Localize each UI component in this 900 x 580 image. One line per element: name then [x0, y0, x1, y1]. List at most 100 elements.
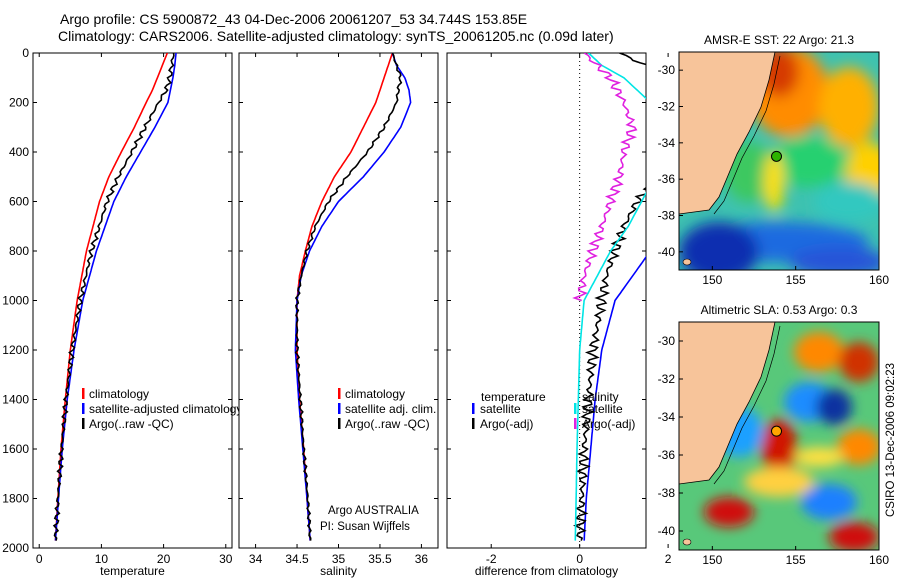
- legend-swatch: [472, 418, 475, 429]
- heatmap-blob: [679, 222, 759, 270]
- y-tick-label: 200: [9, 96, 29, 110]
- legend-header: temperature: [481, 390, 546, 404]
- y-tick-label: -32: [658, 372, 676, 386]
- y-tick-label: 1200: [2, 343, 29, 357]
- sla-map-panel: 150 155 160 -30 -32 -34 -36 -38 -40 Altimetric SL…: [658, 303, 890, 567]
- legend-entry: climatology: [345, 387, 405, 401]
- series-line: [54, 53, 169, 541]
- heatmap-blob: [794, 447, 844, 467]
- main-title-line-2: Climatology: CARS2006. Satellite-adjuste…: [58, 28, 614, 44]
- heatmap-blobs: [679, 52, 879, 270]
- legend-entry: Argo(-adj): [582, 417, 635, 431]
- profile-panel-2: 34 34.5 35 35.5 36 salinity climatologysatelli…: [238, 52, 439, 578]
- x-tick-label: 20: [157, 552, 171, 566]
- heatmap-blob: [794, 332, 844, 372]
- map-title: AMSR-E SST: 22 Argo: 21.3: [704, 33, 854, 47]
- y-tick-label: -32: [658, 100, 676, 114]
- plot-frame: [446, 52, 647, 549]
- heatmap-blob: [769, 137, 849, 187]
- legend-entry: satellite adj. clim.: [345, 402, 436, 416]
- heatmap-blob: [819, 67, 879, 147]
- land-mass: [679, 322, 776, 485]
- legend-entry: Argo(-adj): [480, 417, 533, 431]
- x-tick-label: -2: [486, 552, 497, 566]
- legend-entry: satellite-adjusted climatology: [89, 402, 242, 416]
- x-tick-label: 10: [95, 552, 109, 566]
- series-line: [572, 53, 646, 541]
- plot-frame: [32, 52, 233, 549]
- legend-entry: climatology: [89, 387, 149, 401]
- x-axis-label: temperature: [100, 564, 165, 578]
- x-axis-label: salinity: [320, 564, 357, 578]
- x-tick-label: 2: [665, 552, 672, 566]
- legend-swatch: [82, 403, 85, 414]
- heatmap-blob: [764, 152, 784, 212]
- heatmap-field: [679, 52, 879, 270]
- y-tick-label: -34: [658, 136, 676, 150]
- legend-swatch: [338, 403, 341, 414]
- heatmap-blob: [761, 419, 797, 475]
- heatmap-blob: [837, 429, 879, 465]
- main-title-line-1: Argo profile: CS 5900872_43 04-Dec-2006 …: [60, 11, 528, 27]
- x-tick-label: 160: [869, 273, 889, 287]
- heatmap-blob: [724, 142, 774, 202]
- legend-swatch: [574, 418, 577, 429]
- y-tick-label: 0: [22, 46, 29, 60]
- island: [682, 258, 692, 266]
- y-tick-label: 1800: [2, 492, 29, 506]
- profile-panel-3: -2 0 2 difference from climatology temperatu…: [446, 52, 672, 578]
- x-tick-label: 155: [786, 273, 806, 287]
- heatmap-blob: [816, 389, 852, 425]
- series-line: [572, 53, 638, 302]
- land-mass: [679, 52, 776, 215]
- series-line: [583, 255, 646, 541]
- legend-swatch: [472, 403, 475, 414]
- maps-layer: 150 155 160 -30 -32 -34 -36 -38 -40 AMSR-E SST: 2…: [658, 33, 890, 567]
- x-tick-label: 30: [219, 552, 233, 566]
- map-frame: [678, 321, 880, 551]
- island: [682, 538, 692, 546]
- y-tick-label: 400: [9, 145, 29, 159]
- y-tick-label: 2000: [2, 541, 29, 555]
- series-line: [574, 53, 646, 541]
- y-tick-label: -34: [658, 410, 676, 424]
- map-frame: [678, 51, 880, 271]
- y-tick-label: -36: [658, 448, 676, 462]
- heatmap-blob: [814, 182, 879, 222]
- x-tick-label: 160: [869, 553, 889, 567]
- y-tick-label: 800: [9, 244, 29, 258]
- y-tick-label: 1400: [2, 393, 29, 407]
- heatmap-blobs: [704, 332, 879, 550]
- y-tick-label: -30: [658, 63, 676, 77]
- legend-entry: satellite: [480, 402, 521, 416]
- plot-frame: [238, 52, 439, 549]
- heatmap-blob: [801, 484, 857, 520]
- x-axis-label: difference from climatology: [475, 564, 618, 578]
- heatmap-blob: [704, 497, 754, 527]
- legend-swatch: [574, 403, 577, 414]
- x-tick-label: 0: [576, 552, 583, 566]
- legend-swatch: [82, 388, 85, 399]
- x-tick-label: 36: [415, 552, 429, 566]
- profile-panel-1: 0 200 400 600 800 1000 1200 1400 1600 1800 2000 0 10…: [2, 46, 242, 578]
- series-line: [52, 53, 175, 541]
- x-tick-label: 155: [786, 553, 806, 567]
- heatmap-blob: [744, 467, 814, 497]
- x-tick-label: 34: [249, 552, 263, 566]
- y-tick-label: -30: [658, 334, 676, 348]
- argo-float-marker: [771, 425, 782, 437]
- heatmap-blob: [789, 247, 879, 270]
- x-tick-label: 0: [36, 552, 43, 566]
- y-tick-label: -38: [658, 209, 676, 223]
- legend-entry: Argo(..raw -QC): [345, 417, 430, 431]
- map-title: Altimetric SLA: 0.53 Argo: 0.3: [701, 303, 858, 317]
- legend-entry: satellite: [582, 402, 623, 416]
- y-tick-label: -40: [658, 524, 676, 538]
- y-tick-label: 600: [9, 195, 29, 209]
- legend-swatch: [338, 388, 341, 399]
- heatmap-blob: [839, 342, 879, 382]
- timestamp-stamp: CSIRO 13-Dec-2006 09:02:23: [885, 362, 897, 518]
- y-tick-label: -38: [658, 486, 676, 500]
- x-tick-label: 150: [702, 553, 722, 567]
